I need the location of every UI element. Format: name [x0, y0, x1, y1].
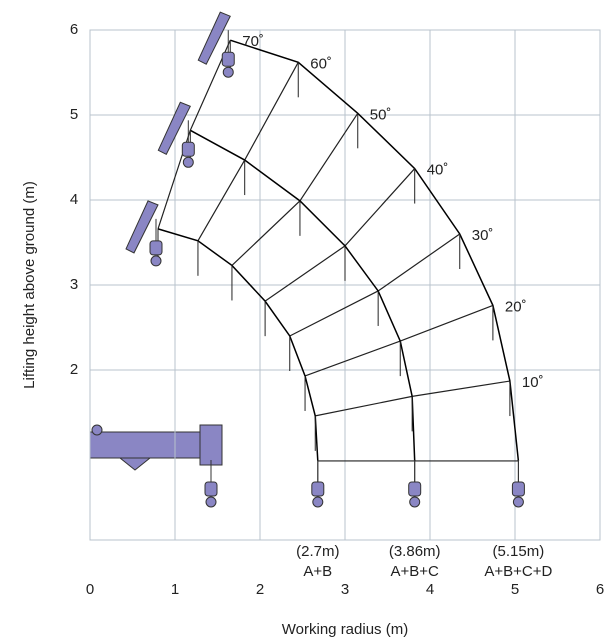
- y-tick-label: 6: [70, 21, 78, 38]
- angle-label: 50˚: [370, 106, 392, 123]
- truck-body: [89, 431, 209, 459]
- boom-arc: [230, 39, 520, 462]
- hook-block: [511, 481, 525, 497]
- hook-block: [311, 481, 325, 497]
- y-tick-label: 4: [70, 191, 78, 208]
- angle-label: 40˚: [427, 162, 449, 179]
- y-axis-label: Lifting height above ground (m): [21, 181, 38, 389]
- x-tick-label: 1: [171, 581, 179, 598]
- hook: [512, 496, 524, 508]
- x-tick-label: 4: [426, 581, 434, 598]
- angle-line: [304, 304, 494, 377]
- boom-arc: [189, 129, 416, 461]
- x-tick-label: 6: [596, 581, 604, 598]
- hook-block: [149, 240, 163, 256]
- truck-wheel: [91, 424, 103, 436]
- boom-radius-label: (5.15m): [493, 543, 545, 560]
- x-tick-label: 0: [86, 581, 94, 598]
- hook: [150, 255, 162, 267]
- boom-name-label: A+B: [303, 563, 332, 580]
- boom-radius-label: (2.7m): [296, 543, 339, 560]
- x-tick-label: 2: [256, 581, 264, 598]
- boom-icon: [125, 200, 159, 254]
- x-tick-label: 5: [511, 581, 519, 598]
- boom-name-label: A+B+C: [391, 563, 440, 580]
- hook-block: [408, 481, 422, 497]
- boom-radius-label: (3.86m): [389, 543, 441, 560]
- hook: [409, 496, 421, 508]
- hook: [222, 66, 234, 78]
- x-tick-label: 3: [341, 581, 349, 598]
- truck-cab: [199, 424, 223, 466]
- hook-block: [204, 481, 218, 497]
- hook: [182, 156, 194, 168]
- angle-line: [197, 62, 299, 242]
- x-axis-label: Working radius (m): [282, 621, 408, 638]
- angle-label: 60˚: [310, 55, 332, 72]
- angle-label: 20˚: [505, 298, 527, 315]
- hook: [312, 496, 324, 508]
- y-tick-label: 3: [70, 276, 78, 293]
- boom-icon: [157, 101, 191, 155]
- y-tick-label: 5: [70, 106, 78, 123]
- boom-icon: [197, 11, 231, 65]
- angle-label: 70˚: [242, 33, 264, 50]
- plot: [89, 11, 601, 541]
- boom-name-label: A+B+C+D: [484, 563, 552, 580]
- angle-line: [231, 112, 359, 266]
- y-tick-label: 2: [70, 361, 78, 378]
- boom-arc: [157, 228, 319, 461]
- outrigger: [118, 457, 152, 471]
- hook-block: [221, 51, 235, 67]
- angle-label: 10˚: [522, 374, 544, 391]
- truck: [89, 424, 223, 471]
- angle-label: 30˚: [472, 227, 494, 244]
- hook: [205, 496, 217, 508]
- hook-block: [181, 141, 195, 157]
